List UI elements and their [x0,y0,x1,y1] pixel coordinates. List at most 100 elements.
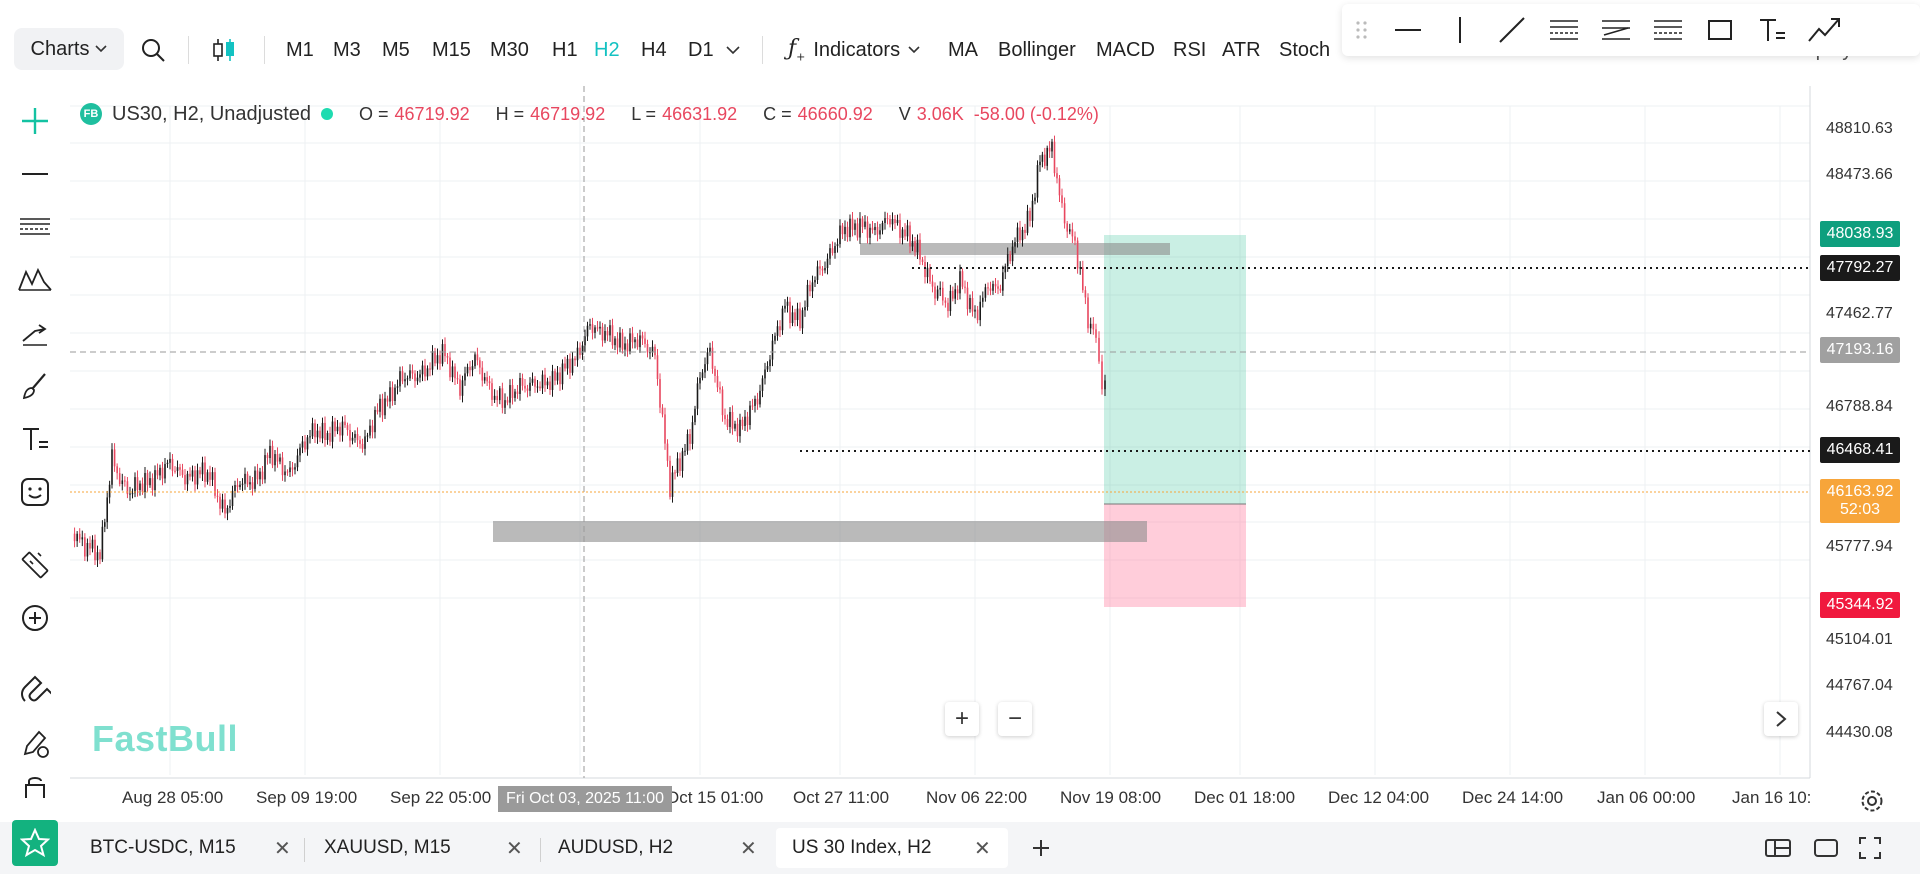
candle-body [171,458,174,471]
zoom-in-button[interactable]: + [945,702,979,736]
text-tool-sidebar[interactable] [14,418,56,460]
drag-handle-icon[interactable] [1342,4,1382,56]
tab-xauusd[interactable]: XAUUSD, M15 ✕ [306,828,538,868]
tf-d1[interactable]: D1 [688,38,714,61]
tf-h2[interactable]: H2 [594,38,620,61]
favorites-button[interactable] [12,820,58,866]
candle-body [724,415,726,420]
path-tool[interactable] [1798,4,1850,56]
candle-body [118,473,121,485]
scroll-to-latest-button[interactable] [1764,702,1798,736]
candle-body [849,218,851,238]
fib-retracement-tool[interactable] [1590,4,1642,56]
emoji-tool[interactable] [14,471,56,513]
candle-body [681,451,684,471]
candle-body [834,246,836,254]
tf-m1[interactable]: M1 [286,38,314,61]
fib-channel-tool[interactable] [1642,4,1694,56]
candle-body [891,219,894,225]
candle-body [579,347,581,355]
line-tool[interactable] [14,153,56,195]
tf-h4[interactable]: H4 [641,38,667,61]
eraser-tool[interactable] [14,723,56,765]
candle-body [1011,246,1014,262]
candle-body [1009,254,1011,262]
candle-body [1053,141,1056,174]
vertical-line-tool[interactable] [1434,4,1486,56]
candle-body [459,379,461,396]
candle-body [997,286,999,289]
indicator-rsi[interactable]: RSI [1173,38,1207,61]
candle-body [864,221,866,227]
indicator-bollinger[interactable]: Bollinger [998,38,1076,61]
chart-area[interactable] [70,86,1920,816]
text-tool[interactable] [1746,4,1798,56]
candle-body [1041,154,1044,162]
rectangle-tool[interactable] [1694,4,1746,56]
indicator-stoch[interactable]: Stoch [1279,38,1331,61]
candle-body [621,332,624,350]
close-icon[interactable]: ✕ [740,837,757,860]
candle-body [449,357,451,378]
parallel-channel-tool[interactable] [1538,4,1590,56]
candle-body [534,378,536,387]
candlestick-chart[interactable] [70,86,1920,816]
indicators-button[interactable]: ƒ+ Indicators [788,30,920,70]
candle-body [124,480,126,482]
indicator-atr[interactable]: ATR [1222,38,1261,61]
horizontal-line-tool[interactable] [1382,4,1434,56]
candle-body [461,380,464,396]
brush-settings-icon [23,730,49,758]
lock-tool[interactable] [14,776,56,798]
candle-body [1087,297,1089,329]
search-button[interactable] [140,30,166,70]
indicator-ma[interactable]: MA [948,38,978,61]
indicator-macd[interactable]: MACD [1096,38,1155,61]
zoom-in-tool[interactable] [14,597,56,639]
chart-type-button[interactable] [210,30,238,70]
tf-m30[interactable]: M30 [490,38,529,61]
candle-body [794,312,796,321]
tab-btc-usdc[interactable]: BTC-USDC, M15 ✕ [70,828,302,868]
timeframe-more-button[interactable] [726,30,740,70]
trend-line-tool[interactable] [1486,4,1538,56]
symbol-title[interactable]: US30, H2, Unadjusted [112,102,312,125]
layout-button[interactable] [1764,828,1792,868]
close-icon[interactable]: ✕ [274,837,291,860]
window-button[interactable] [1812,828,1840,868]
brush-tool[interactable] [14,365,56,407]
crosshair-tool[interactable] [14,100,56,142]
candle-body [756,398,759,405]
candle-body [476,354,479,361]
charts-menu-button[interactable]: Charts [14,28,124,70]
tf-m5[interactable]: M5 [382,38,410,61]
tab-audusd[interactable]: AUDUSD, H2 ✕ [542,828,772,868]
candle-body [396,386,399,388]
price-tick: 48810.63 [1826,120,1893,137]
candle-body [481,367,484,381]
pattern-tool[interactable] [14,259,56,301]
ruler-tool[interactable] [14,544,56,586]
close-icon[interactable]: ✕ [974,837,991,860]
magnet-tool[interactable] [14,670,56,712]
close-icon[interactable]: ✕ [506,837,523,860]
channel-tool[interactable] [14,206,56,248]
candle-body [711,347,714,369]
chart-settings-button[interactable] [1858,787,1886,815]
add-tab-button[interactable] [1026,828,1056,868]
candle-body [759,390,761,405]
candle-body [694,408,696,423]
tf-m15[interactable]: M15 [432,38,471,61]
time-tick: Nov 06 22:00 [926,788,1028,807]
forecast-tool[interactable] [14,312,56,354]
tf-m3[interactable]: M3 [333,38,361,61]
tab-us30-index[interactable]: US 30 Index, H2 ✕ [776,828,1008,868]
candle-body [294,467,296,470]
candle-body [236,485,239,488]
fullscreen-button[interactable] [1858,828,1882,868]
candle-body [101,526,104,560]
candle-body [321,422,324,439]
tf-h1[interactable]: H1 [552,38,578,61]
zoom-out-button[interactable]: − [998,702,1032,736]
high-value: 46719.92 [530,103,606,124]
